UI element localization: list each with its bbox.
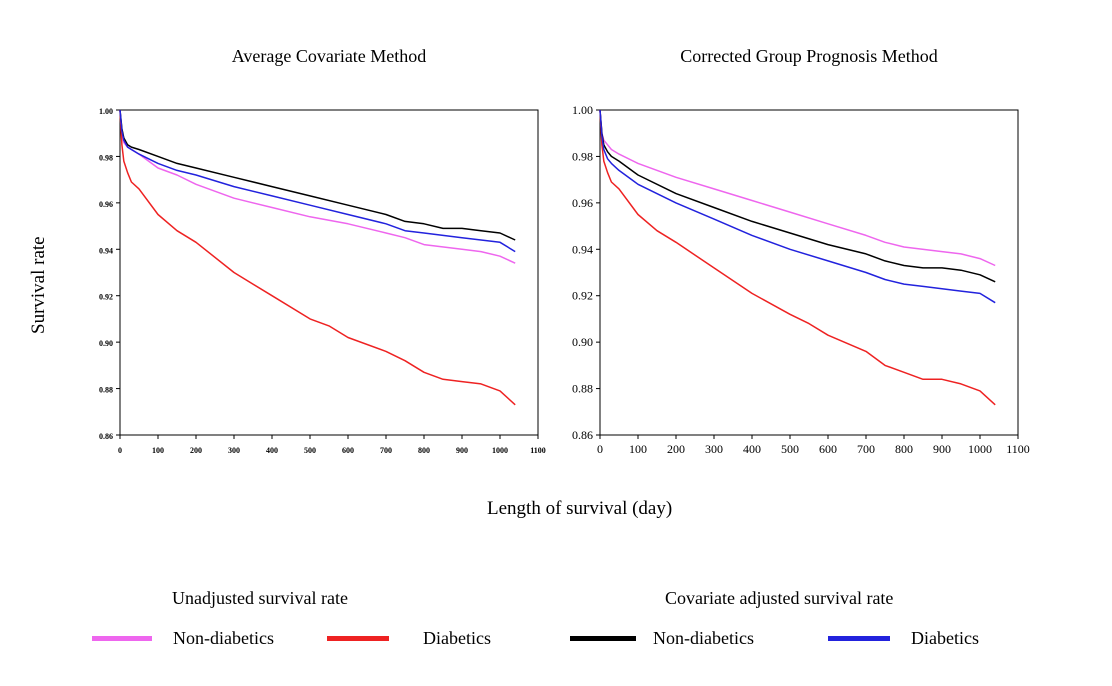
x-tick-label: 200 <box>667 442 685 456</box>
x-tick-label: 1100 <box>1006 442 1030 456</box>
series-line-unadjusted-non-diabetics <box>599 109 996 267</box>
y-tick-label: 0.98 <box>572 149 593 163</box>
y-tick-label: 0.88 <box>99 386 113 395</box>
series-line-unadjusted-diabetics <box>119 109 516 406</box>
y-tick-label: 0.88 <box>572 382 593 396</box>
series-line-unadjusted-non-diabetics <box>119 109 516 264</box>
legend-label-adjusted-nondiabetics: Non-diabetics <box>653 628 754 648</box>
y-tick-label: 0.92 <box>99 293 113 302</box>
chart-average-covariate: Average Covariate Method 0.86 0.88 0.90 0.92… <box>99 46 546 455</box>
y-tick-label: 0.98 <box>99 153 113 162</box>
x-tick-label: 400 <box>266 446 278 455</box>
x-tick-label: 700 <box>380 446 392 455</box>
x-tick-label: 300 <box>705 442 723 456</box>
y-tick-label: 1.00 <box>572 103 593 117</box>
y-tick-label: 0.86 <box>572 428 593 442</box>
x-tick-label: 800 <box>895 442 913 456</box>
x-tick-label: 900 <box>933 442 951 456</box>
series-line-adjusted-non-diabetics <box>599 109 996 283</box>
series-line-adjusted-diabetics <box>119 109 516 253</box>
chart-title: Corrected Group Prognosis Method <box>680 46 937 66</box>
series-line-adjusted-diabetics <box>599 109 996 304</box>
legend-swatch-unadjusted-diabetics <box>327 636 389 641</box>
legend-swatch-adjusted-nondiabetics <box>570 636 636 641</box>
y-tick-label: 0.94 <box>99 246 113 255</box>
x-tick-label: 1000 <box>492 446 508 455</box>
legend-label-adjusted-diabetics: Diabetics <box>911 628 979 648</box>
x-tick-label: 0 <box>118 446 122 455</box>
y-tick-label: 0.94 <box>572 242 593 256</box>
chart-title: Average Covariate Method <box>232 46 427 66</box>
x-tick-label: 100 <box>629 442 647 456</box>
x-tick-label: 400 <box>743 442 761 456</box>
x-tick-label: 500 <box>304 446 316 455</box>
legend-swatch-unadjusted-nondiabetics <box>92 636 152 641</box>
legend-adjusted-title: Covariate adjusted survival rate <box>665 588 894 608</box>
x-tick-label: 700 <box>857 442 875 456</box>
x-tick-label: 600 <box>819 442 837 456</box>
y-tick-label: 0.96 <box>572 196 593 210</box>
series-line-unadjusted-diabetics <box>599 109 996 406</box>
x-tick-label: 300 <box>228 446 240 455</box>
x-tick-label: 100 <box>152 446 164 455</box>
chart-corrected-group-prognosis: Corrected Group Prognosis Method 0.86 0.88… <box>572 46 1030 456</box>
x-tick-label: 800 <box>418 446 430 455</box>
legend-label-unadjusted-diabetics: Diabetics <box>423 628 491 648</box>
x-axis-label: Length of survival (day) <box>487 498 673 519</box>
x-tick-label: 0 <box>597 442 603 456</box>
y-tick-label: 0.90 <box>99 339 113 348</box>
y-tick-label: 0.86 <box>99 432 113 441</box>
legend-swatch-adjusted-diabetics <box>828 636 890 641</box>
y-tick-label: 0.90 <box>572 335 593 349</box>
y-tick-label: 0.92 <box>572 289 593 303</box>
y-tick-label: 0.96 <box>99 200 113 209</box>
x-tick-label: 600 <box>342 446 354 455</box>
x-tick-label: 900 <box>456 446 468 455</box>
legend-label-unadjusted-nondiabetics: Non-diabetics <box>173 628 274 648</box>
x-tick-label: 200 <box>190 446 202 455</box>
x-tick-label: 1100 <box>530 446 546 455</box>
plot-frame <box>599 109 1019 436</box>
legend-unadjusted-title: Unadjusted survival rate <box>172 588 348 608</box>
plot-frame <box>119 109 539 436</box>
x-tick-label: 500 <box>781 442 799 456</box>
series-line-adjusted-non-diabetics <box>119 109 516 241</box>
y-tick-label: 1.00 <box>99 107 113 116</box>
y-axis-label: Survival rate <box>28 236 49 334</box>
x-tick-label: 1000 <box>968 442 992 456</box>
